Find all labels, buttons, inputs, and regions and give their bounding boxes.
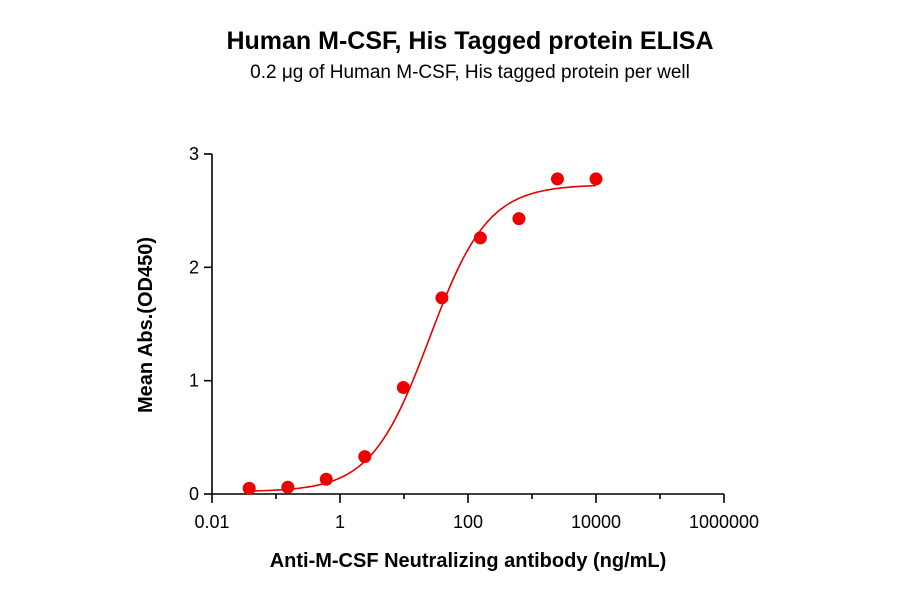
data-point [589,172,603,186]
fit-curve-layer [249,184,597,492]
data-point [281,480,295,494]
chart-title: Human M-CSF, His Tagged protein ELISA [226,27,713,55]
x-tick-label: 0.01 [194,512,229,532]
data-point [396,380,410,394]
y-tick-label: 0 [189,484,199,504]
fit-curve [249,184,597,492]
x-tick-label: 100 [453,512,483,532]
y-tick-label: 2 [189,257,199,277]
data-point [550,172,564,186]
data-points-layer [242,172,603,495]
data-point [512,212,526,226]
data-point [473,231,487,245]
x-tick-label: 1000000 [689,512,759,532]
data-point [242,481,256,495]
data-point [435,291,449,305]
x-axis-label: Anti-M-CSF Neutralizing antibody (ng/mL) [270,550,667,572]
data-point [358,450,372,464]
data-point [319,472,333,486]
y-tick-label: 3 [189,144,199,164]
x-tick-label: 1 [335,512,345,532]
y-tick-label: 1 [189,371,199,391]
x-tick-label: 10000 [571,512,621,532]
axes: 0 1 2 3 0.01 1 100 10000 1000000 [189,144,759,532]
y-axis-label: Mean Abs.(OD450) [135,237,157,413]
chart-subtitle: 0.2 μg of Human M-CSF, His tagged protei… [250,62,690,83]
